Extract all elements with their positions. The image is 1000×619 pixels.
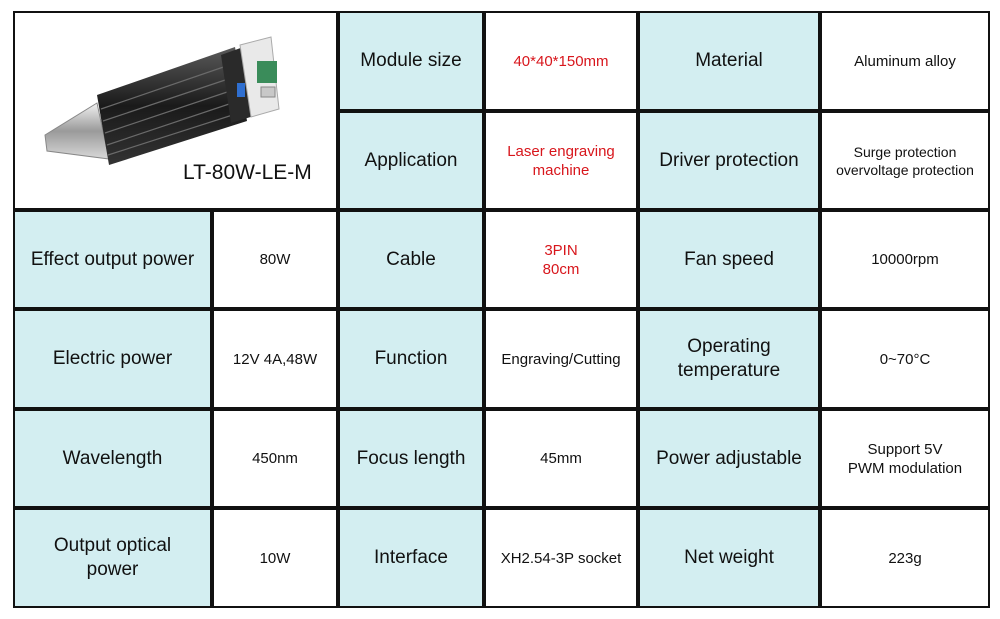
cable-value: 3PIN 80cm [484, 210, 638, 309]
interface-label: Interface [338, 508, 484, 608]
module-size-label: Module size [338, 11, 484, 111]
fan-speed-value: 10000rpm [820, 210, 990, 309]
material-value: Aluminum alloy [820, 11, 990, 111]
operating-temperature-label-line2: temperature [677, 360, 781, 381]
electric-power-value: 12V 4A,48W [212, 309, 338, 409]
output-optical-power-value: 10W [212, 508, 338, 608]
cable-value-line1: 3PIN [544, 241, 578, 259]
application-label: Application [338, 111, 484, 210]
operating-temperature-label: Operating temperature [638, 309, 820, 409]
module-size-value: 40*40*150mm [484, 11, 638, 111]
output-optical-power-label-line1: Output optical [53, 535, 172, 556]
function-value: Engraving/Cutting [484, 309, 638, 409]
spec-table: LT-80W-LE-M Module size 40*40*150mm Mate… [13, 11, 991, 609]
function-label: Function [338, 309, 484, 409]
effect-output-power-value: 80W [212, 210, 338, 309]
cable-value-line2: 80cm [542, 260, 580, 278]
cable-label: Cable [338, 210, 484, 309]
wavelength-label: Wavelength [13, 409, 212, 508]
driver-protection-value-line1: Surge protection [853, 143, 957, 160]
interface-value: XH2.54-3P socket [484, 508, 638, 608]
focus-length-value: 45mm [484, 409, 638, 508]
power-adjustable-value: Support 5V PWM modulation [820, 409, 990, 508]
electric-power-label: Electric power [13, 309, 212, 409]
application-value-line2: machine [532, 161, 590, 179]
output-optical-power-label-line2: power [86, 559, 139, 580]
laser-module-image [44, 36, 280, 165]
wavelength-value: 450nm [212, 409, 338, 508]
application-value: Laser engraving machine [484, 111, 638, 210]
effect-output-power-label: Effect output power [13, 210, 212, 309]
driver-protection-label: Driver protection [638, 111, 820, 210]
net-weight-value: 223g [820, 508, 990, 608]
operating-temperature-label-line1: Operating [687, 336, 771, 357]
power-adjustable-value-line1: Support 5V [867, 440, 943, 458]
application-value-line1: Laser engraving [507, 142, 615, 160]
operating-temperature-value: 0~70°C [820, 309, 990, 409]
model-number: LT-80W-LE-M [183, 161, 312, 184]
power-adjustable-value-line2: PWM modulation [847, 459, 963, 477]
driver-protection-value: Surge protection overvoltage protection [820, 111, 990, 210]
driver-protection-value-line2: overvoltage protection [836, 161, 974, 178]
product-image-cell: LT-80W-LE-M [13, 11, 338, 210]
net-weight-label: Net weight [638, 508, 820, 608]
material-label: Material [638, 11, 820, 111]
power-adjustable-label: Power adjustable [638, 409, 820, 508]
output-optical-power-label: Output optical power [13, 508, 212, 608]
focus-length-label: Focus length [338, 409, 484, 508]
fan-speed-label: Fan speed [638, 210, 820, 309]
